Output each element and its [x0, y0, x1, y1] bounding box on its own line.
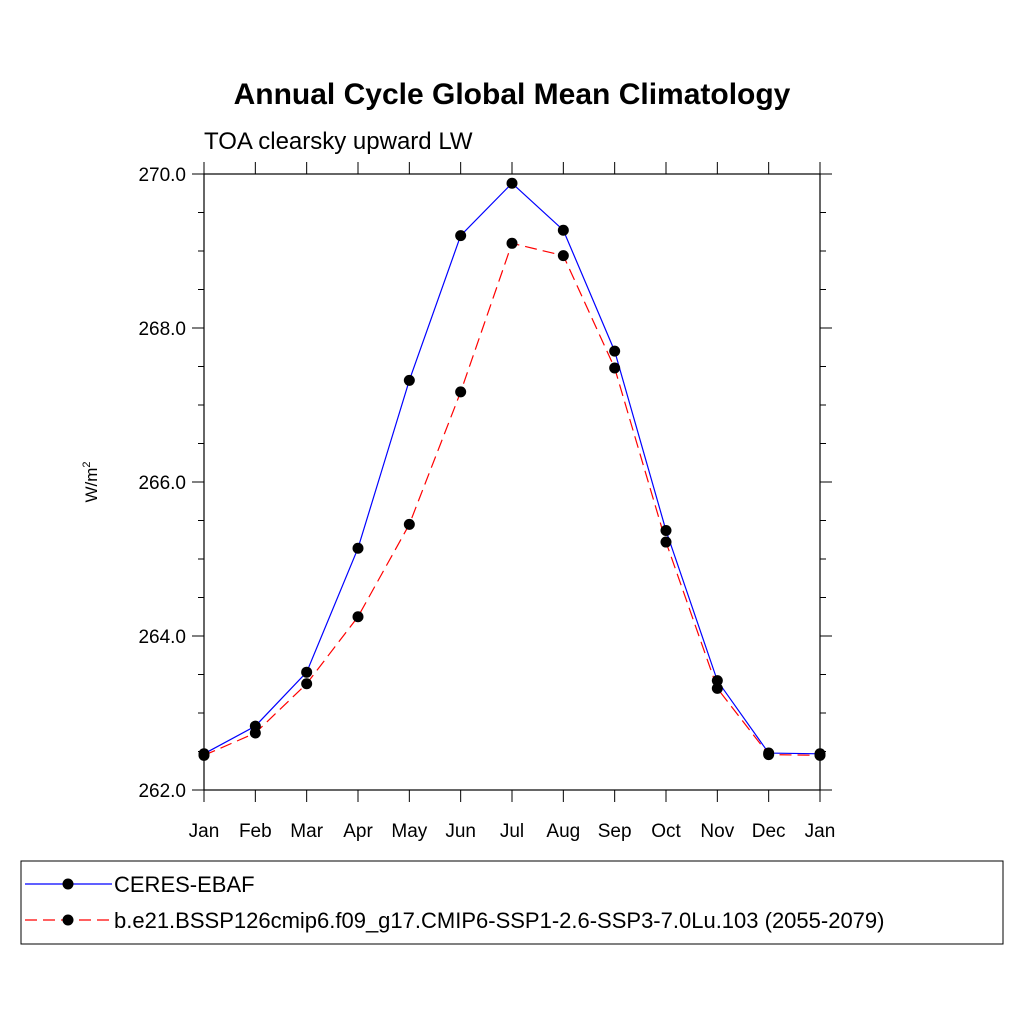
legend-marker-1: [62, 878, 74, 890]
series-1-point: [455, 230, 467, 242]
x-tick-label: Oct: [651, 821, 681, 842]
series-1-point: [301, 666, 313, 678]
y-axis-label: W/m2: [81, 461, 101, 502]
series-1-point: [660, 525, 672, 537]
legend: CERES-EBAF b.e21.BSSP126cmip6.f09_g17.CMI…: [25, 872, 884, 933]
legend-marker-2: [62, 914, 74, 926]
series-2-point: [557, 250, 569, 262]
legend-label-2: b.e21.BSSP126cmip6.f09_g17.CMIP6-SSP1-2.…: [114, 908, 884, 933]
series-2-point: [506, 237, 518, 249]
x-tick-label: Jan: [189, 821, 220, 842]
series-2-point: [403, 518, 415, 530]
chart-subtitle: TOA clearsky upward LW: [204, 128, 473, 155]
series-2-point: [711, 682, 723, 694]
y-tick-label: 266.0: [138, 473, 186, 494]
series-2-point: [352, 611, 364, 623]
series-2-point: [455, 386, 467, 398]
legend-label-1: CERES-EBAF: [114, 872, 255, 897]
y-tick-label: 268.0: [138, 319, 186, 340]
series-2-point: [660, 536, 672, 548]
series-group: [198, 177, 826, 761]
y-tick-label: 262.0: [138, 781, 186, 802]
y-tick-labels: 262.0 264.0 266.0 268.0 270.0: [138, 165, 186, 802]
x-tick-label: Jan: [805, 821, 836, 842]
x-tick-label: Aug: [546, 821, 580, 842]
series-line-1: [203, 182, 821, 755]
x-tick-label: May: [391, 821, 427, 842]
y-axis-label-superscript: 2: [81, 461, 93, 467]
plot-frame: [203, 173, 821, 791]
x-tick-labels: Jan Feb Mar Apr May Jun Jul Aug Sep Oct Nov Dec Jan: [189, 821, 836, 842]
series-1-point: [711, 675, 723, 687]
series-1-point: [403, 374, 415, 386]
chart-title: Annual Cycle Global Mean Climatology: [234, 78, 791, 111]
x-tick-label: Sep: [598, 821, 632, 842]
series-line-2: [203, 242, 821, 756]
x-tick-label: Jun: [445, 821, 476, 842]
series-2-point: [249, 727, 261, 739]
series-1-point: [557, 224, 569, 236]
legend-box: [20, 860, 1004, 945]
series-2-point: [763, 749, 775, 761]
x-tick-label: Feb: [239, 821, 272, 842]
series-1-point: [506, 177, 518, 189]
x-tick-label: Jul: [500, 821, 524, 842]
x-tick-label: Nov: [700, 821, 734, 842]
y-tick-label: 270.0: [138, 165, 186, 186]
x-tick-label: Dec: [752, 821, 786, 842]
series-2-point: [301, 678, 313, 690]
y-tick-label: 264.0: [138, 627, 186, 648]
series-1-point: [352, 542, 364, 554]
y-axis-label-text: W/m: [82, 468, 101, 503]
series-1-point: [609, 345, 621, 357]
x-tick-label: Mar: [290, 821, 323, 842]
x-tick-label: Apr: [343, 821, 373, 842]
series-2-point: [609, 362, 621, 374]
